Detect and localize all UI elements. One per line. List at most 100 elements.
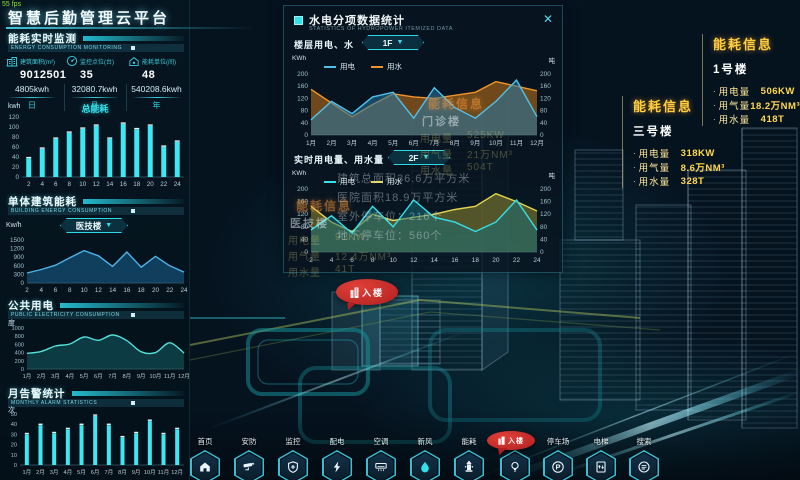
bullet: · — [713, 114, 716, 124]
nav-item-home[interactable]: 首页 — [183, 436, 227, 480]
nav-label: 停车场 — [546, 437, 570, 446]
hex-frame — [410, 450, 440, 480]
svg-text:20: 20 — [147, 181, 155, 188]
nav-item-search[interactable]: 搜索 — [622, 436, 666, 480]
chevron-down-icon: ▼ — [422, 154, 430, 161]
chart-unit-label: Kw/h — [6, 222, 22, 229]
svg-text:6月: 6月 — [94, 373, 103, 380]
row-label: 用电量 — [638, 149, 671, 160]
svg-text:800: 800 — [15, 334, 24, 340]
legend-label: 用水 — [387, 62, 402, 71]
home-icon — [200, 462, 210, 472]
hydropower-statistics-modal: 水电分项数据统计 STATISTICS OF HYDROPOWER ITEMIZ… — [283, 5, 563, 273]
building-select-dropdown[interactable]: 医技楼 ▼ — [60, 218, 128, 233]
svg-text:40: 40 — [301, 120, 309, 127]
realtime-usage-label: 实时用电量、用水量 — [294, 155, 385, 165]
svg-text:16: 16 — [123, 287, 131, 294]
divider — [9, 97, 55, 98]
camera-icon — [243, 462, 254, 471]
chart-title-total-energy: 总能耗 — [81, 104, 109, 114]
bullet: · — [713, 86, 716, 96]
svg-text:80: 80 — [301, 224, 309, 231]
section-bar — [83, 199, 184, 204]
bubble-label: 入楼 — [508, 437, 524, 445]
dropdown-value: 1F — [382, 37, 393, 48]
legend-item: 用水 — [371, 61, 402, 72]
row-value: 418T — [760, 113, 785, 125]
section-subtitle: BUILDING ENERGY CONSUMPTION — [8, 207, 184, 215]
svg-text:3月: 3月 — [51, 373, 60, 380]
nav-item-hvac[interactable]: 空调 — [359, 436, 403, 480]
svg-text:20: 20 — [11, 443, 17, 449]
nav-item-shield[interactable]: 监控 — [271, 436, 315, 480]
svg-text:22: 22 — [513, 257, 521, 264]
svg-text:0: 0 — [304, 249, 308, 256]
card-row: · 用气量 18.2万NM³ — [713, 98, 800, 113]
svg-text:14: 14 — [431, 257, 439, 264]
section-header-monthly-alarm: 月告警统计 — [8, 386, 184, 401]
svg-text:1月: 1月 — [23, 373, 32, 380]
section-bar — [83, 36, 184, 41]
nav-item-camera[interactable]: 安防 — [227, 436, 271, 480]
row-label: 用气量 — [718, 101, 751, 112]
svg-text:5月: 5月 — [388, 139, 398, 147]
nav-item-elevator[interactable]: 电梯 — [579, 436, 623, 480]
close-icon[interactable]: ✕ — [542, 12, 553, 26]
svg-text:10月: 10月 — [150, 373, 162, 380]
enter-building-bubble-small[interactable]: 入楼 — [487, 431, 535, 450]
legend-swatch — [324, 65, 336, 68]
floor-select-dropdown-1[interactable]: 1F ▼ — [362, 35, 424, 50]
svg-text:120: 120 — [540, 95, 551, 102]
svg-text:8月: 8月 — [118, 469, 127, 476]
page-title: 智慧后勤管理云平台 — [8, 10, 171, 27]
building-name: 1号楼 — [713, 64, 749, 76]
hex-frame: P — [543, 450, 573, 480]
bullet: · — [633, 162, 636, 172]
legend-item: 用电 — [324, 176, 355, 187]
floor-select-dropdown-2[interactable]: 2F ▼ — [388, 150, 450, 165]
svg-text:200: 200 — [297, 71, 308, 78]
floor-usage-label: 楼层用电、水 — [294, 40, 355, 50]
shield-icon — [288, 461, 298, 473]
svg-text:60: 60 — [12, 144, 20, 151]
hex-frame — [500, 450, 530, 480]
divider — [133, 97, 180, 98]
chart-unit-label: 次 — [8, 407, 15, 414]
axis-unit-right: 吨 — [548, 173, 556, 180]
svg-text:120: 120 — [540, 211, 551, 218]
svg-text:10: 10 — [390, 257, 398, 264]
nav-item-parking[interactable]: 停车场 P — [536, 436, 580, 480]
section-subtitle: PUBLIC ELECTRICITY CONSUMPTION — [8, 311, 184, 319]
svg-text:7月: 7月 — [429, 139, 439, 147]
section-header-building-energy: 单体建筑能耗 — [8, 194, 184, 209]
total-item: 540208.6kwh 年 — [126, 84, 186, 111]
modal-subtitle: STATISTICS OF HYDROPOWER ITEMIZED DATA — [309, 26, 453, 32]
svg-text:5月: 5月 — [80, 373, 89, 380]
svg-text:160: 160 — [297, 83, 308, 90]
section-title: 单体建筑能耗 — [8, 196, 77, 208]
section-subtitle: ENERGY CONSUMPTION MONITORING — [8, 44, 184, 52]
legend-item: 用水 — [371, 176, 402, 187]
svg-text:12: 12 — [410, 257, 418, 264]
nav-item-hydrant[interactable]: 能耗 — [447, 436, 491, 480]
svg-text:3月: 3月 — [347, 139, 357, 147]
nav-item-water-drop[interactable]: 新风 — [403, 436, 447, 480]
svg-text:160: 160 — [540, 199, 551, 206]
svg-text:40: 40 — [540, 120, 548, 127]
total-value: 32080.7kwh — [71, 84, 118, 94]
svg-text:12: 12 — [95, 287, 103, 294]
row-label: 用水量 — [718, 115, 751, 126]
dropdown-value: 医技楼 — [75, 220, 102, 231]
enter-building-bubble[interactable]: 入楼 — [336, 279, 398, 305]
hex-frame — [190, 450, 220, 480]
svg-text:200: 200 — [540, 186, 551, 193]
svg-text:8: 8 — [371, 257, 375, 264]
svg-text:4月: 4月 — [368, 139, 378, 147]
nav-item-power[interactable]: 配电 — [315, 436, 359, 480]
axis-unit-left: KWh — [292, 55, 307, 62]
svg-text:4月: 4月 — [63, 469, 72, 476]
nav-item-light[interactable]: 照明 — [493, 436, 537, 480]
